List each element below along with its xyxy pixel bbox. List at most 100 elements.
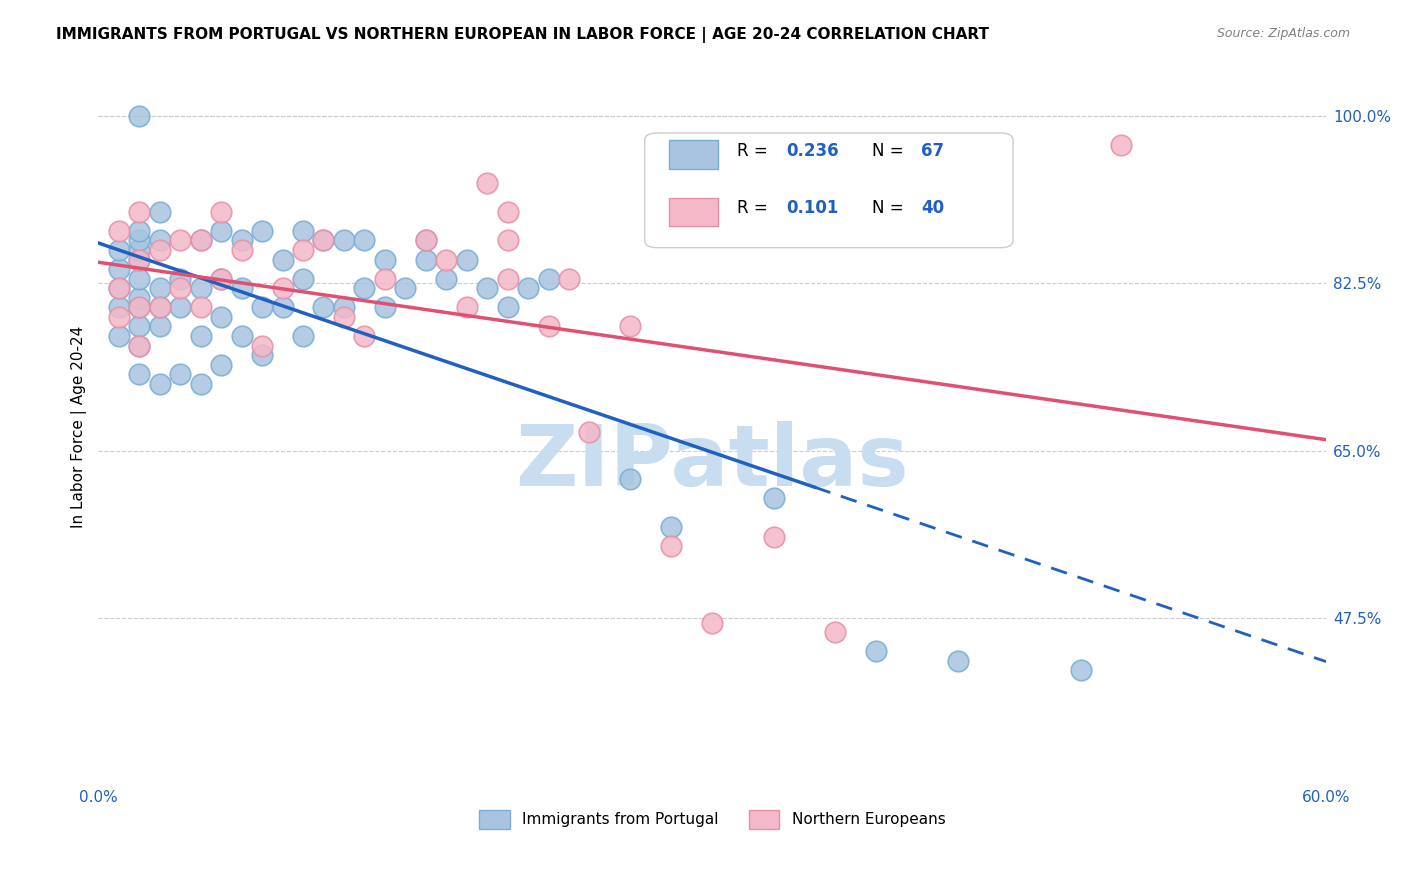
Point — [108, 301, 131, 315]
Point — [128, 109, 150, 123]
Point — [190, 376, 212, 391]
Point — [291, 329, 314, 343]
Point — [169, 281, 191, 295]
Point — [169, 301, 191, 315]
Point — [353, 281, 375, 295]
Point — [762, 491, 785, 506]
Point — [374, 271, 396, 285]
Point — [190, 281, 212, 295]
Point — [108, 262, 131, 277]
Point — [291, 271, 314, 285]
Point — [149, 234, 172, 248]
Point — [271, 252, 294, 267]
Point — [209, 204, 232, 219]
Point — [149, 376, 172, 391]
Point — [128, 338, 150, 352]
Point — [333, 310, 356, 324]
Point — [209, 224, 232, 238]
Point — [128, 243, 150, 257]
Point — [291, 243, 314, 257]
Text: 0.236: 0.236 — [786, 142, 838, 160]
Point — [190, 234, 212, 248]
Point — [190, 301, 212, 315]
Point — [149, 301, 172, 315]
Point — [865, 644, 887, 658]
Point — [434, 271, 457, 285]
Point — [250, 338, 273, 352]
Point — [353, 329, 375, 343]
Point — [128, 301, 150, 315]
Point — [169, 368, 191, 382]
Point — [108, 281, 131, 295]
Point — [128, 252, 150, 267]
Point — [475, 281, 498, 295]
Point — [108, 329, 131, 343]
Point — [456, 252, 478, 267]
Point — [231, 281, 253, 295]
Point — [128, 291, 150, 305]
Point — [271, 301, 294, 315]
Text: N =: N = — [872, 199, 908, 218]
Point — [659, 520, 682, 534]
Point — [128, 224, 150, 238]
Point — [415, 252, 437, 267]
Point — [250, 348, 273, 362]
Point — [209, 310, 232, 324]
Point — [517, 281, 540, 295]
Point — [374, 301, 396, 315]
Legend: Immigrants from Portugal, Northern Europeans: Immigrants from Portugal, Northern Europ… — [472, 804, 952, 835]
Point — [496, 234, 519, 248]
Point — [128, 271, 150, 285]
FancyBboxPatch shape — [645, 133, 1012, 248]
Point — [496, 301, 519, 315]
Point — [537, 271, 560, 285]
Point — [128, 319, 150, 334]
Text: IMMIGRANTS FROM PORTUGAL VS NORTHERN EUROPEAN IN LABOR FORCE | AGE 20-24 CORRELA: IMMIGRANTS FROM PORTUGAL VS NORTHERN EUR… — [56, 27, 990, 43]
Point — [231, 234, 253, 248]
Point — [578, 425, 600, 439]
Text: ZIPatlas: ZIPatlas — [516, 421, 910, 504]
Point — [312, 234, 335, 248]
Text: 67: 67 — [921, 142, 943, 160]
Point — [149, 301, 172, 315]
Point — [169, 234, 191, 248]
Point — [108, 243, 131, 257]
Point — [149, 281, 172, 295]
Point — [946, 654, 969, 668]
Bar — [669, 197, 718, 227]
Point — [475, 176, 498, 190]
Point — [231, 243, 253, 257]
Bar — [669, 140, 718, 169]
Point — [1070, 664, 1092, 678]
Point — [128, 234, 150, 248]
Point — [149, 243, 172, 257]
Point — [456, 301, 478, 315]
Point — [128, 368, 150, 382]
Point — [128, 338, 150, 352]
Text: Source: ZipAtlas.com: Source: ZipAtlas.com — [1216, 27, 1350, 40]
Point — [353, 234, 375, 248]
Point — [1111, 138, 1133, 153]
Y-axis label: In Labor Force | Age 20-24: In Labor Force | Age 20-24 — [72, 326, 87, 528]
Point — [312, 234, 335, 248]
Point — [333, 234, 356, 248]
Point — [496, 204, 519, 219]
Point — [824, 625, 846, 640]
Point — [394, 281, 416, 295]
Point — [659, 539, 682, 553]
Point — [108, 310, 131, 324]
Point — [231, 329, 253, 343]
Point — [619, 319, 641, 334]
Point — [762, 530, 785, 544]
Point — [312, 301, 335, 315]
Point — [496, 271, 519, 285]
Point — [250, 301, 273, 315]
Point — [415, 234, 437, 248]
Point — [209, 271, 232, 285]
Point — [702, 615, 724, 630]
Text: 40: 40 — [921, 199, 943, 218]
Point — [169, 271, 191, 285]
Point — [333, 301, 356, 315]
Point — [190, 329, 212, 343]
Point — [434, 252, 457, 267]
